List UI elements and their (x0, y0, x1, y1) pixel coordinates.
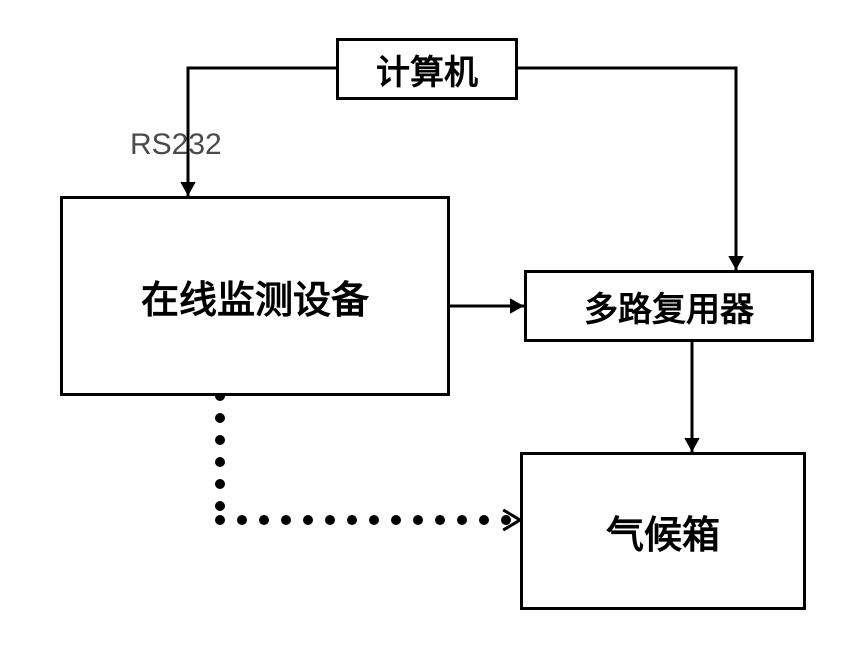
node-online-monitor-label: 在线监测设备 (141, 269, 369, 324)
edge-label-rs232: RS232 (130, 128, 222, 162)
node-multiplexer-label: 多路复用器 (584, 282, 754, 331)
node-computer-label: 计算机 (376, 45, 478, 94)
node-computer: 计算机 (336, 38, 518, 100)
node-online-monitor: 在线监测设备 (60, 196, 450, 396)
node-climate-chamber: 气候箱 (520, 452, 806, 610)
node-multiplexer: 多路复用器 (524, 270, 814, 342)
diagram-canvas: 计算机 在线监测设备 多路复用器 气候箱 RS232 (20, 20, 868, 646)
node-climate-chamber-label: 气候箱 (606, 504, 720, 559)
